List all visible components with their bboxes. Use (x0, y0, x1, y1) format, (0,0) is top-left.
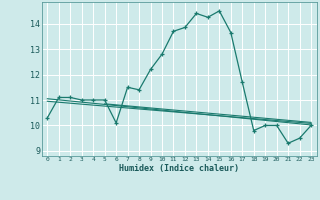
X-axis label: Humidex (Indice chaleur): Humidex (Indice chaleur) (119, 164, 239, 173)
